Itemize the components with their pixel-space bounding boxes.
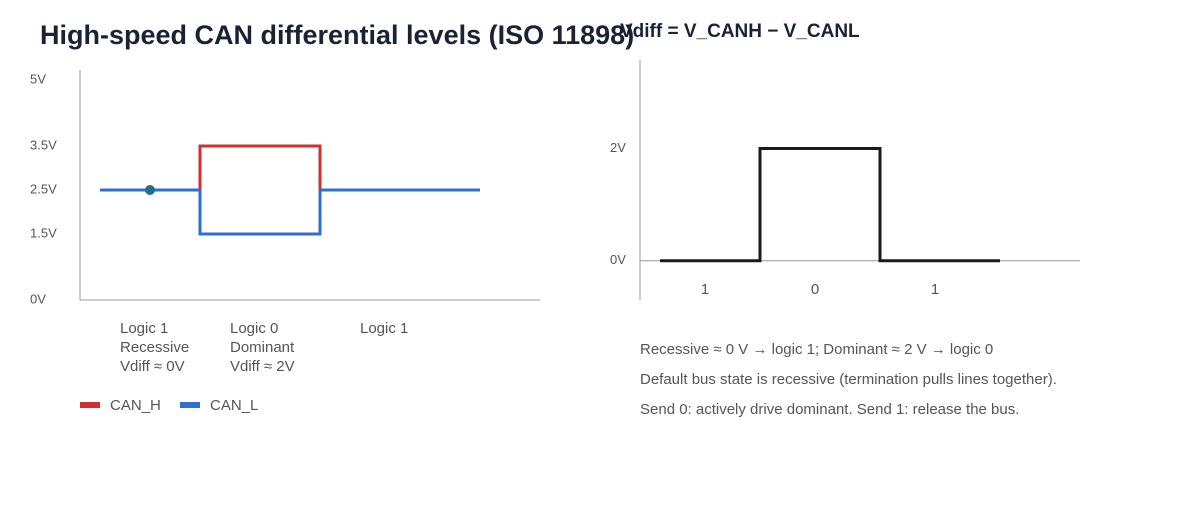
y-tick-label: 2.5V: [30, 181, 57, 196]
bit-label: 1: [701, 281, 709, 298]
annotation: Logic 0: [230, 320, 278, 337]
series-line: [100, 144, 480, 192]
note: Default bus state is recessive (terminat…: [640, 371, 1057, 388]
y-tick-label: 2V: [610, 140, 626, 155]
annotation: Vdiff ≈ 2V: [230, 358, 295, 375]
series-line: [100, 188, 480, 236]
annotation: Logic 1: [360, 320, 408, 337]
y-tick-label: 1.5V: [30, 225, 57, 240]
chart-title: Vdiff = V_CANH − V_CANL: [620, 21, 860, 42]
annotation: Vdiff ≈ 0V: [120, 358, 185, 375]
note: Send 0: actively drive dominant. Send 1:…: [640, 401, 1019, 418]
legend-label: CAN_L: [210, 397, 258, 414]
y-tick-label: 0V: [30, 291, 46, 306]
y-tick-label: 3.5V: [30, 137, 57, 152]
note: Recessive ≈ 0 V → logic 1; Dominant ≈ 2 …: [640, 341, 993, 358]
y-tick-label: 5V: [30, 71, 46, 86]
bit-label: 0: [811, 281, 819, 298]
series-line: [660, 147, 1000, 263]
page-title: High-speed CAN differential levels (ISO …: [40, 20, 634, 50]
y-tick-label: 0V: [610, 252, 626, 267]
annotation: Dominant: [230, 339, 295, 356]
legend-swatch: [80, 402, 100, 408]
annotation: Logic 1: [120, 320, 168, 337]
legend-label: CAN_H: [110, 397, 161, 414]
annotation: Recessive: [120, 339, 189, 356]
bit-label: 1: [931, 281, 939, 298]
legend-swatch: [180, 402, 200, 408]
marker: [145, 185, 155, 195]
